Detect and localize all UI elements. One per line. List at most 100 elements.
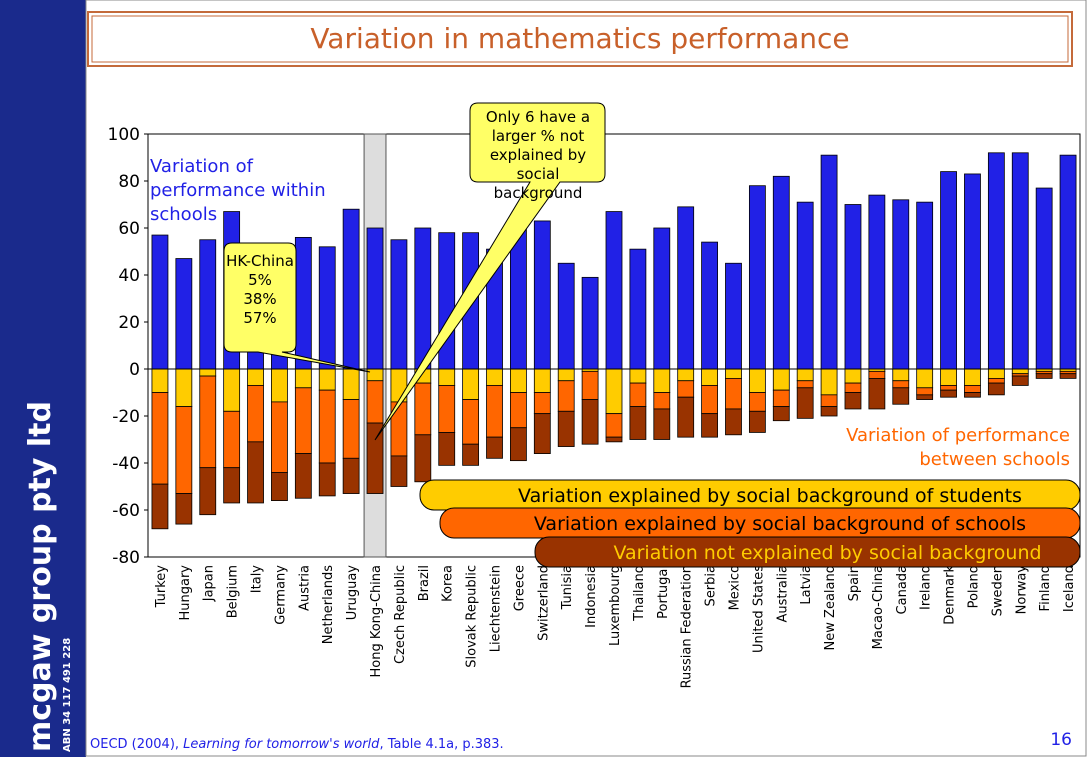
y-tick-label: -80 [112,548,140,568]
x-tick-label: Czech Republic [393,565,408,664]
hk-line: 5% [248,271,272,289]
bar-segment [175,406,193,494]
bar-segment [653,368,671,393]
x-tick-label: Norway [1014,565,1029,615]
bar-segment [271,401,288,473]
x-tick-label: New Zealand [823,565,838,650]
x-tick-label: Latvia [799,565,814,605]
x-tick-label: Iceland [1062,565,1077,612]
bar-segment [510,392,527,429]
bar-segment [151,368,169,393]
bar-segment [677,380,695,398]
bar-segment [916,387,934,396]
bar-segment [318,246,336,370]
bar-segment [390,455,408,487]
bar-segment [772,406,790,422]
bar-segment [725,377,742,410]
between-label: Variation of performance between schools [846,425,1070,470]
title-box [87,11,1073,67]
within-label: Variation of performance within schools [150,156,326,225]
bar-segment [605,436,623,443]
bar-segment [294,387,312,454]
bar-segment [892,380,910,389]
y-tick-label: 80 [118,172,140,192]
x-tick-label: Turkey [154,565,169,609]
bar-segment [557,262,575,370]
bar-segment [199,467,217,516]
bar-segment [366,380,384,424]
bar-segment [294,368,312,389]
bar-segment [868,377,886,410]
bar-segment [581,399,599,445]
y-tick-label: -60 [112,501,140,521]
y-tick-label: 40 [118,266,140,286]
x-tick-label: Macao-China [871,565,886,649]
y-tick-label: 20 [118,313,140,333]
bar-segment [629,248,647,370]
bar-segment [653,392,671,410]
bar-segment [987,152,1005,370]
bar-segment [271,471,288,501]
bar-segment [916,368,934,389]
bar-segment [796,380,814,389]
legend-box [534,536,1081,568]
x-tick-label: Sweden [990,565,1005,616]
bar-segment [366,227,384,370]
x-tick-label: Italy [250,565,265,594]
bar-segment [605,368,623,415]
bar-segment [390,239,408,370]
x-tick-label: Canada [895,565,910,614]
bar-segment [820,394,838,408]
bar-segment [868,194,886,370]
bar-segment [964,385,981,393]
bar-segment [581,370,599,400]
bar-segment [318,389,336,464]
annotations: Variation explained by social background… [223,102,1081,568]
x-tick-label: Uruguay [345,565,360,621]
bar-segment [342,208,360,370]
bar-segment [796,368,814,382]
bar-segment [533,413,551,454]
bar-segment [557,368,575,382]
x-tick-label: Poland [966,565,981,608]
bar-segment [701,241,718,370]
title-box-inner [91,15,1069,63]
bar-segment [820,406,838,417]
bar-segment [414,227,432,370]
bar-segment [701,413,718,438]
bar-segment [223,410,241,469]
bar-segment [271,368,288,403]
bar-segment [892,199,910,370]
x-tick-label: Switzerland [536,565,551,641]
bar-segment [796,201,814,370]
bar-segment [916,394,934,400]
bar-segment [844,392,862,410]
x-tick-label: Indonesia [584,565,599,628]
bar-segment [725,262,742,370]
bar-segment [629,382,647,408]
hk-line: HK-China [226,252,294,270]
bar-segment [796,387,814,419]
bar-segment [772,368,790,391]
bar-segment [151,234,169,370]
page-number: 16 [1050,730,1072,750]
bar-segment [414,382,432,436]
x-tick-label: Russian Federation [680,565,695,688]
x-tick-label: Hong Kong-China [369,565,384,678]
bar-segment [247,441,264,504]
bar-segment [748,392,766,412]
slide-title: Variation in mathematics performance [310,22,849,55]
bar-segment [677,396,695,438]
bar-segment [510,368,527,393]
bar-segment [247,385,264,443]
bar-segment [1011,375,1029,386]
bar-segment [748,368,766,393]
x-tick-label: Denmark [943,565,958,625]
bar-segment [725,408,742,436]
bar-segment [462,399,480,445]
x-tick-label: United States [751,565,766,653]
y-tick-label: 0 [129,360,140,380]
x-tick-label: Liechtenstein [489,565,504,652]
bar-segment [844,368,862,384]
